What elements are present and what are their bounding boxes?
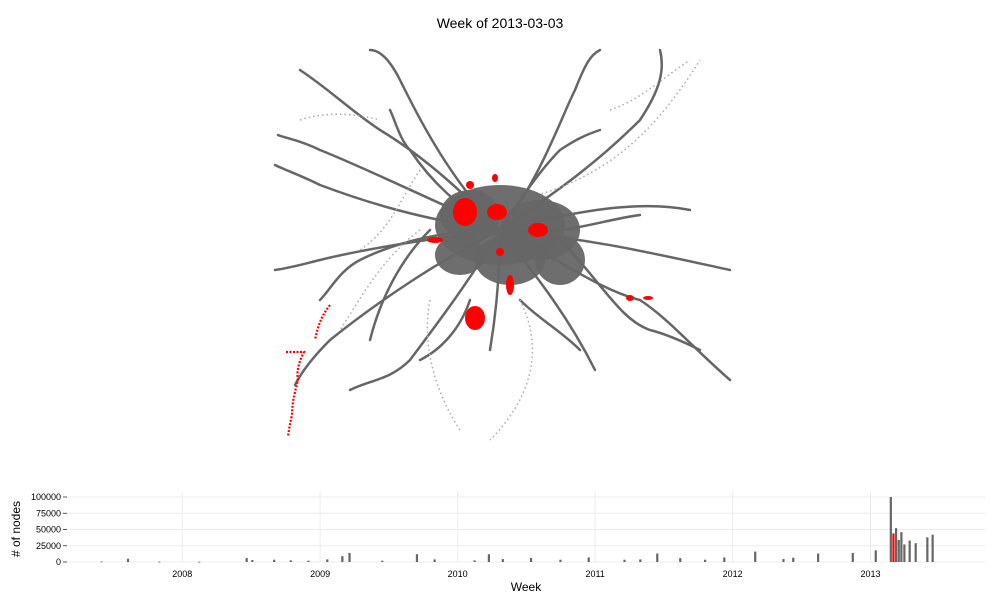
histogram-bar	[903, 544, 906, 562]
map-red-blob-6	[626, 295, 634, 301]
map-red-blob-7	[643, 296, 653, 300]
histogram-bar	[381, 560, 384, 562]
histogram-bar	[289, 560, 292, 562]
histogram-bar	[559, 559, 562, 562]
x-tick-label-2: 2010	[448, 569, 468, 579]
histogram-bar-highlighted	[892, 533, 895, 562]
y-axis-title: # of nodes	[9, 501, 23, 557]
map-core-blob-4	[435, 235, 485, 275]
x-axis-title: Week	[511, 580, 542, 594]
histogram-bar	[900, 532, 903, 562]
histogram-bar	[851, 552, 854, 562]
histogram-bar	[100, 561, 103, 563]
x-tick-label-0: 2008	[172, 569, 192, 579]
histogram-bar	[273, 559, 276, 562]
histogram-bar	[487, 554, 490, 562]
y-tick-label-2: 50000	[36, 525, 61, 535]
histogram-bar	[897, 539, 900, 562]
histogram-bar	[245, 558, 248, 562]
x-tick-label-1: 2009	[310, 569, 330, 579]
histogram-bar	[874, 550, 877, 562]
x-tick-label-4: 2012	[723, 569, 743, 579]
chart-title: Week of 2013-03-03	[436, 15, 564, 31]
histogram-bar	[782, 559, 785, 562]
histogram-bar	[639, 559, 642, 562]
histogram-bar	[914, 543, 917, 562]
histogram-bar	[895, 528, 898, 562]
map-red-blob-5	[506, 275, 514, 295]
histogram-bar	[723, 557, 726, 562]
histogram-bar	[326, 559, 329, 562]
map-highlight-areas	[286, 174, 653, 437]
histogram-bar	[889, 497, 892, 562]
map-track-21	[518, 298, 582, 352]
map-red-blob-10	[496, 248, 504, 256]
histogram-bar	[251, 560, 254, 562]
histogram-bar	[433, 559, 436, 562]
histogram-bar	[792, 557, 795, 562]
y-tick-label-3: 75000	[36, 508, 61, 518]
map-track-20	[418, 298, 472, 362]
y-tick-label-4: 100000	[31, 492, 61, 502]
x-tick-label-3: 2011	[585, 569, 604, 579]
map-faint-track-5	[609, 59, 691, 111]
histogram-bar	[307, 560, 310, 562]
map-red-blob-2	[528, 223, 548, 237]
histogram-bar	[908, 540, 911, 562]
histogram-bar	[501, 559, 504, 562]
histogram-bar	[415, 554, 419, 562]
histogram-panel	[67, 492, 985, 564]
map-faint-track-4	[299, 113, 381, 121]
histogram-bar	[754, 551, 757, 562]
histogram-bar	[926, 537, 929, 562]
histogram-bar	[158, 561, 161, 563]
histogram-bar	[529, 558, 533, 562]
map-core-blob-3	[475, 235, 545, 285]
histogram-bar	[623, 559, 626, 562]
histogram-bar	[587, 557, 590, 562]
map-faint-track-3	[426, 299, 461, 431]
histogram-bar	[931, 534, 934, 562]
histogram-bar	[348, 552, 351, 562]
map-red-blob-0	[453, 198, 477, 226]
map-red-blob-3	[427, 237, 443, 243]
histogram-bar	[198, 561, 201, 563]
map-red-blob-9	[492, 174, 498, 182]
map-track-19	[558, 238, 702, 352]
x-tick-label-5: 2013	[860, 569, 880, 579]
histogram-bar	[679, 558, 682, 562]
map-red-blob-1	[487, 204, 507, 220]
map-core-blob-5	[535, 235, 585, 285]
map-track-18	[368, 228, 432, 342]
map-faint-track-2	[519, 59, 701, 201]
y-tick-label-1: 25000	[36, 541, 61, 551]
histogram-bar	[473, 560, 476, 562]
histogram-bar	[126, 558, 130, 562]
map-red-blob-8	[466, 181, 474, 189]
map-red-blob-4	[465, 306, 485, 330]
histogram-bar	[817, 553, 820, 562]
histogram-bar	[341, 556, 344, 562]
map-scatter	[273, 48, 732, 441]
map-red-coast-track	[286, 304, 331, 437]
histogram-bar	[656, 553, 659, 562]
histogram-bar	[704, 559, 707, 562]
y-tick-label-0: 0	[56, 557, 61, 567]
